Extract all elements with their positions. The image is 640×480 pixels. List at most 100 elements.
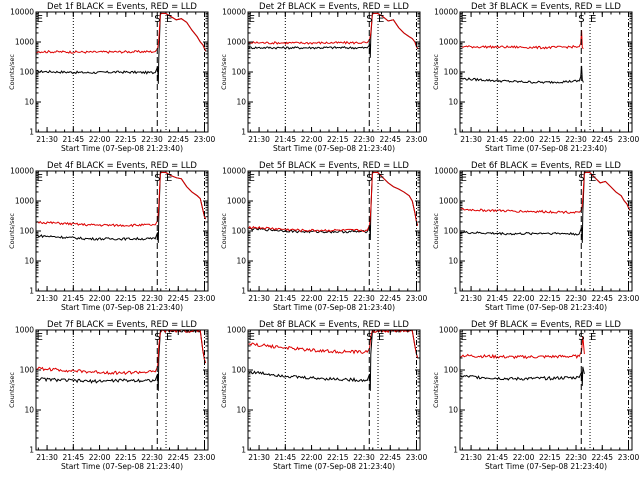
x-tick-label: 22:00 xyxy=(513,453,535,462)
y-axis-label: Counts/sec xyxy=(220,54,228,90)
x-tick-label: 23:00 xyxy=(618,453,640,462)
plot-frame xyxy=(247,170,421,292)
y-tick-label: 100 xyxy=(444,366,459,375)
event-marker-s: S xyxy=(578,173,584,184)
plot-frame xyxy=(459,329,633,451)
event-marker-e: E xyxy=(590,173,596,184)
event-marker-e: E xyxy=(37,332,43,343)
y-tick-label: 10 xyxy=(448,257,458,266)
x-tick-label: 23:00 xyxy=(194,294,216,303)
y-tick-label: 1000 xyxy=(439,197,458,206)
series-line-events xyxy=(248,12,419,58)
x-tick-label: 22:00 xyxy=(89,135,111,144)
y-tick-label: 1000 xyxy=(15,197,34,206)
event-marker-e: E xyxy=(461,14,467,25)
x-tick-label: 21:45 xyxy=(275,453,297,462)
event-marker-s: S xyxy=(154,14,160,25)
series-line-lld xyxy=(460,30,584,50)
series-line-lld xyxy=(248,12,419,49)
event-marker-e: E xyxy=(249,173,255,184)
y-tick-label: 10000 xyxy=(10,8,34,17)
x-axis-label: Start Time (07-Sep-08 21:23:40) xyxy=(485,303,607,312)
series-line-events xyxy=(36,171,207,243)
series-line-lld xyxy=(248,330,419,359)
x-tick-label: 21:30 xyxy=(248,294,270,303)
y-tick-label: 1000 xyxy=(227,326,246,335)
event-marker-s: S xyxy=(154,332,160,343)
y-tick-label: 1 xyxy=(29,287,34,296)
event-marker-e: E xyxy=(461,332,467,343)
x-tick-label: 22:30 xyxy=(141,135,163,144)
x-tick-label: 22:15 xyxy=(539,294,561,303)
plot-frame xyxy=(459,170,633,292)
x-tick-label: 22:00 xyxy=(301,135,323,144)
x-tick-label: 23:00 xyxy=(406,135,428,144)
series-line-events xyxy=(460,65,584,84)
panel-title: Det 8f BLACK = Events, RED = LLD xyxy=(259,320,409,330)
y-axis-label: Counts/sec xyxy=(432,213,440,249)
plot-frame xyxy=(247,11,421,133)
event-marker-e: E xyxy=(249,14,255,25)
panel-title: Det 6f BLACK = Events, RED = LLD xyxy=(471,161,621,171)
x-tick-label: 23:00 xyxy=(618,135,640,144)
y-axis-label: Counts/sec xyxy=(8,213,16,249)
x-tick-label: 23:00 xyxy=(406,453,428,462)
x-tick-label: 21:30 xyxy=(36,294,58,303)
x-tick-label: 21:45 xyxy=(487,135,509,144)
event-marker-e: E xyxy=(378,14,384,25)
x-axis-label: Start Time (07-Sep-08 21:23:40) xyxy=(61,462,183,471)
panel-title: Det 7f BLACK = Events, RED = LLD xyxy=(47,320,197,330)
y-tick-label: 1 xyxy=(241,287,246,296)
y-tick-label: 10000 xyxy=(10,167,34,176)
y-tick-label: 100 xyxy=(444,68,459,77)
x-tick-label: 22:00 xyxy=(301,294,323,303)
y-tick-label: 100 xyxy=(444,227,459,236)
x-tick-label: 22:15 xyxy=(327,135,349,144)
event-marker-s: S xyxy=(578,332,584,343)
plot-frame xyxy=(35,329,209,451)
event-marker-e: E xyxy=(249,332,255,343)
y-tick-label: 100 xyxy=(20,366,35,375)
x-axis-label: Start Time (07-Sep-08 21:23:40) xyxy=(61,144,183,153)
event-marker-e: E xyxy=(461,173,467,184)
y-axis-label: Counts/sec xyxy=(8,54,16,90)
x-tick-label: 22:45 xyxy=(379,135,401,144)
y-tick-label: 10 xyxy=(236,98,246,107)
panel-title: Det 9f BLACK = Events, RED = LLD xyxy=(471,320,621,330)
series-line-events xyxy=(248,171,419,241)
x-tick-label: 21:30 xyxy=(460,453,482,462)
y-tick-label: 10 xyxy=(24,257,34,266)
y-tick-label: 1000 xyxy=(15,326,34,335)
series-line-events xyxy=(460,366,585,386)
x-tick-label: 21:45 xyxy=(63,135,85,144)
plot-frame xyxy=(35,170,209,292)
x-tick-label: 22:45 xyxy=(379,453,401,462)
y-tick-label: 10 xyxy=(24,406,34,415)
x-tick-label: 22:30 xyxy=(353,453,375,462)
y-axis-label: Counts/sec xyxy=(220,213,228,249)
y-tick-label: 100 xyxy=(232,366,247,375)
x-tick-label: 22:15 xyxy=(115,294,137,303)
event-marker-e: E xyxy=(378,173,384,184)
x-tick-label: 22:30 xyxy=(565,135,587,144)
x-tick-label: 22:00 xyxy=(89,453,111,462)
plot-frame xyxy=(247,329,421,451)
y-tick-label: 1 xyxy=(453,446,458,455)
x-tick-label: 21:45 xyxy=(487,294,509,303)
x-axis-label: Start Time (07-Sep-08 21:23:40) xyxy=(273,303,395,312)
x-tick-label: 21:45 xyxy=(275,135,297,144)
y-tick-label: 1000 xyxy=(15,38,34,47)
y-tick-label: 10 xyxy=(236,257,246,266)
x-tick-label: 21:30 xyxy=(460,135,482,144)
x-tick-label: 21:30 xyxy=(248,135,270,144)
x-tick-label: 22:00 xyxy=(301,453,323,462)
x-tick-label: 21:30 xyxy=(460,294,482,303)
y-tick-label: 1 xyxy=(29,446,34,455)
x-tick-label: 22:45 xyxy=(591,453,613,462)
plot-frame xyxy=(459,11,633,133)
